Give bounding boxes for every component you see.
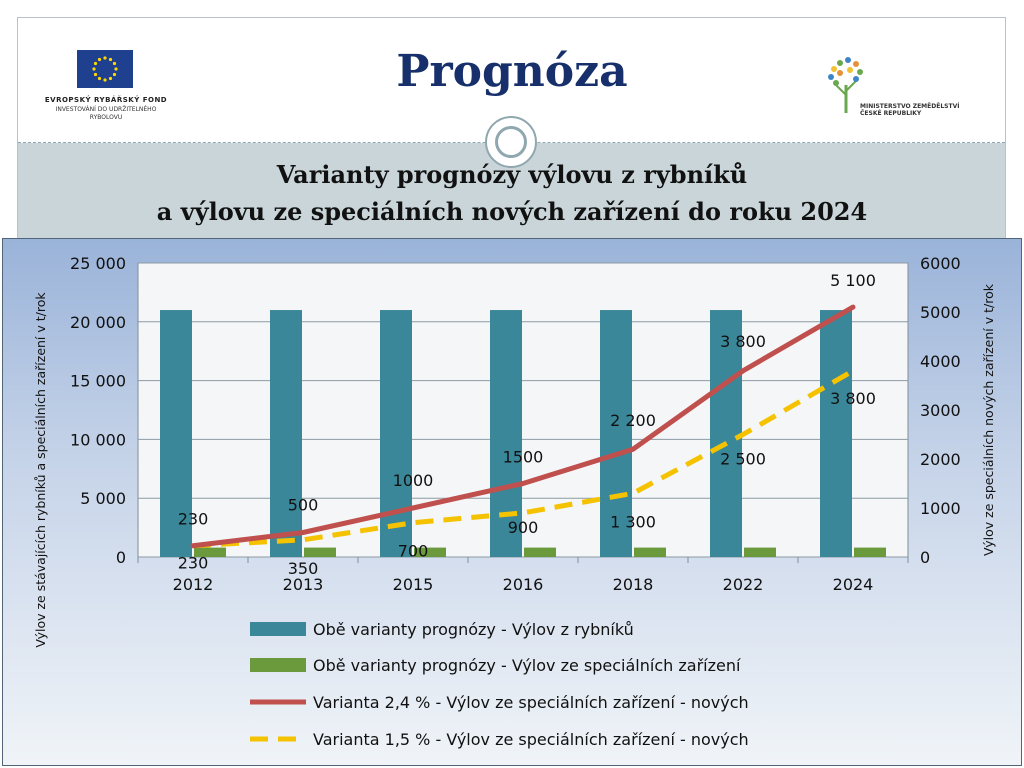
data-label-variant-1-5: 3 800 bbox=[830, 389, 876, 408]
legend-label: Varianta 1,5 % - Výlov ze speciálních za… bbox=[313, 730, 749, 749]
y-left-tick-label: 20 000 bbox=[70, 313, 126, 332]
y-left-tick-label: 0 bbox=[116, 548, 126, 567]
data-label-variant-2-4: 3 800 bbox=[720, 332, 766, 351]
bar-special bbox=[744, 547, 776, 557]
y-right-tick-label: 4000 bbox=[920, 352, 961, 371]
bar-special bbox=[524, 547, 556, 557]
combo-chart: 0 5 000 10 000 15 000 20 000 25 000 0 1000 2000 3… bbox=[33, 254, 996, 749]
bar-special bbox=[304, 547, 336, 557]
y-right-tick-label: 2000 bbox=[920, 450, 961, 469]
y-right-tick-label: 5000 bbox=[920, 303, 961, 322]
eu-logo-title: EVROPSKÝ RYBÁŘSKÝ FOND bbox=[44, 96, 168, 104]
line-variant-2-4 bbox=[190, 304, 856, 549]
y-left-tick-label: 10 000 bbox=[70, 430, 126, 449]
data-label-variant-1-5: 700 bbox=[398, 542, 429, 561]
chart-subtitle: Varianty prognózy výlovu z rybníků a výl… bbox=[0, 156, 1024, 230]
eu-logo-subtitle-line1: INVESTOVÁNÍ DO UDRŽITELNÉHO bbox=[55, 106, 157, 113]
legend-label: Obě varianty prognózy - Výlov ze speciál… bbox=[313, 656, 741, 675]
eu-logo-subtitle: INVESTOVÁNÍ DO UDRŽITELNÉHO RYBOLOVU bbox=[30, 106, 182, 122]
data-label-variant-1-5: 2 500 bbox=[720, 450, 766, 469]
x-tick-label: 2015 bbox=[393, 575, 434, 594]
data-label-variant-1-5: 230 bbox=[178, 554, 209, 573]
x-tick-label: 2024 bbox=[833, 575, 874, 594]
y-right-tick-label: 0 bbox=[920, 548, 930, 567]
eu-logo-subtitle-line2: RYBOLOVU bbox=[89, 114, 123, 121]
bar-special bbox=[634, 547, 666, 557]
bar-special bbox=[414, 547, 446, 557]
ministry-logo-text: MINISTERSTVO ZEMĚDĚLSTVÍ ČESKÉ REPUBLIKY bbox=[860, 103, 959, 117]
y-left-tick-label: 25 000 bbox=[70, 254, 126, 273]
eu-stars-icon bbox=[92, 56, 118, 82]
line-variant-1-5 bbox=[192, 368, 855, 549]
bar-special bbox=[194, 547, 226, 557]
subtitle-line-2: a výlovu ze speciálních nových zařízení … bbox=[156, 197, 868, 226]
data-label-variant-1-5: 350 bbox=[288, 559, 319, 578]
y-right-tick-label: 1000 bbox=[920, 499, 961, 518]
data-label-variant-2-4: 1500 bbox=[503, 448, 544, 467]
x-tick-label: 2012 bbox=[173, 575, 214, 594]
plot-area bbox=[137, 262, 909, 558]
y-right-axis-title: Výlov ze speciálních nových zařízení v t… bbox=[981, 283, 996, 556]
subtitle-line-1: Varianty prognózy výlovu z rybníků bbox=[276, 160, 748, 189]
y-left-tick-label: 5 000 bbox=[80, 489, 126, 508]
legend-swatch-ponds bbox=[250, 622, 306, 636]
x-tick-label: 2022 bbox=[723, 575, 764, 594]
data-label-variant-2-4: 1000 bbox=[393, 471, 434, 490]
divider-circle-inner bbox=[495, 126, 527, 158]
ministry-agriculture-logo: MINISTERSTVO ZEMĚDĚLSTVÍ ČESKÉ REPUBLIKY bbox=[826, 55, 996, 125]
legend-label: Varianta 2,4 % - Výlov ze speciálních za… bbox=[313, 693, 749, 712]
y-right-tick-label: 3000 bbox=[920, 401, 961, 420]
y-left-tick-label: 15 000 bbox=[70, 372, 126, 391]
data-label-variant-2-4: 5 100 bbox=[830, 271, 876, 290]
tree-icon bbox=[828, 57, 863, 113]
ministry-logo-line2: ČESKÉ REPUBLIKY bbox=[860, 110, 922, 117]
legend-label: Obě varianty prognózy - Výlov z rybníků bbox=[313, 620, 634, 639]
bar-ponds bbox=[820, 310, 852, 557]
page-title: Prognóza bbox=[396, 46, 628, 97]
bar-ponds bbox=[710, 310, 742, 557]
data-label-variant-2-4: 230 bbox=[178, 510, 209, 529]
eu-flag-icon bbox=[77, 50, 133, 88]
data-label-variant-2-4: 500 bbox=[288, 496, 319, 515]
y-left-axis-title: Výlov ze stávajících rybníků a speciální… bbox=[33, 292, 48, 648]
x-tick-label: 2016 bbox=[503, 575, 544, 594]
bar-special bbox=[854, 547, 886, 557]
ministry-logo-line1: MINISTERSTVO ZEMĚDĚLSTVÍ bbox=[860, 103, 960, 110]
bar-ponds bbox=[160, 310, 192, 557]
data-label-variant-1-5: 900 bbox=[508, 518, 539, 537]
x-tick-label: 2013 bbox=[283, 575, 324, 594]
bar-ponds bbox=[600, 310, 632, 557]
x-tick-label: 2018 bbox=[613, 575, 654, 594]
legend-swatch-special bbox=[250, 658, 306, 672]
bar-ponds bbox=[380, 310, 412, 557]
y-right-tick-label: 6000 bbox=[920, 254, 961, 273]
divider-circle-ornament bbox=[485, 116, 537, 168]
data-label-variant-1-5: 1 300 bbox=[610, 512, 656, 531]
chart-panel: 0 5 000 10 000 15 000 20 000 25 000 0 1000 2000 3… bbox=[2, 238, 1022, 766]
data-label-variant-2-4: 2 200 bbox=[610, 411, 656, 430]
bar-ponds bbox=[270, 310, 302, 557]
